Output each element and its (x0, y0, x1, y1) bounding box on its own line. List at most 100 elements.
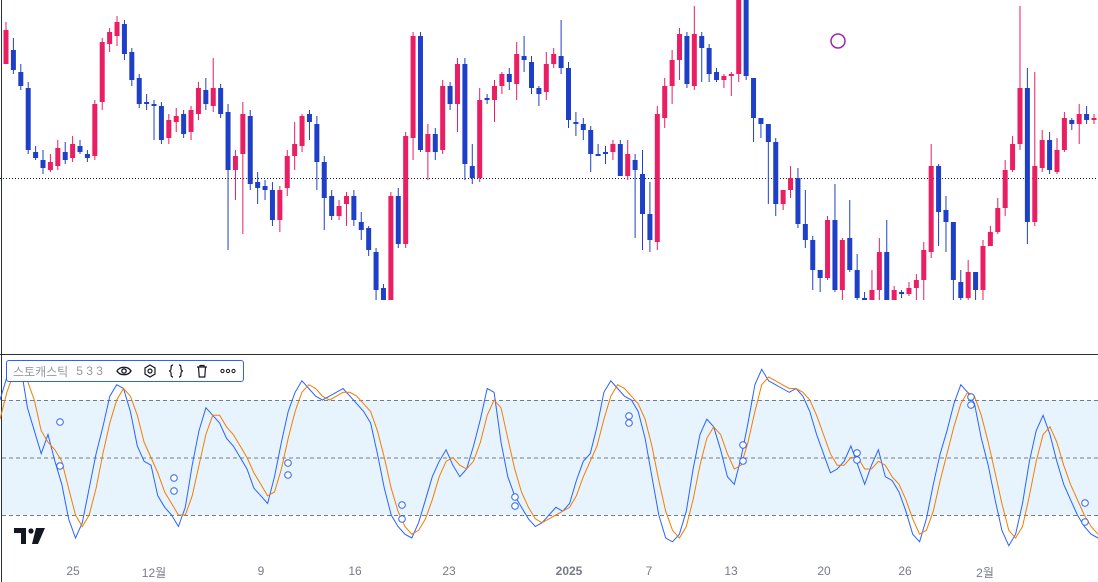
candle-body (70, 144, 76, 158)
candle-body (92, 104, 98, 156)
candle-body (1039, 140, 1045, 168)
candle-body (610, 144, 616, 152)
candle-body (462, 64, 468, 164)
settings-icon[interactable] (141, 362, 159, 380)
candle-body (499, 74, 505, 86)
candle-body (973, 272, 979, 290)
candle-body (1084, 114, 1090, 120)
candle-body (136, 78, 142, 104)
candle-body (484, 98, 490, 100)
candle-body (817, 270, 823, 278)
candle-body (225, 112, 231, 170)
candle-body (743, 0, 749, 76)
candle-body (603, 152, 609, 154)
indicator-name: 스토캐스틱 (13, 364, 69, 379)
candle-body (647, 214, 653, 240)
candle-body (218, 88, 224, 114)
candle-body (47, 162, 53, 170)
candle-body (306, 114, 312, 122)
cross-marker (625, 419, 633, 427)
candle-body (706, 48, 712, 74)
candle-body (521, 56, 527, 60)
candle-body (691, 34, 697, 86)
indicator-legend[interactable]: 스토캐스틱 5 3 3 (6, 360, 244, 382)
candle-body (684, 36, 690, 84)
candle-body (847, 238, 853, 270)
candle-body (936, 166, 942, 212)
candle-body (1024, 88, 1030, 222)
candle-body (558, 56, 564, 68)
time-axis-label: 20 (817, 564, 831, 578)
time-axis-label: 16 (348, 564, 362, 578)
candle-body (699, 36, 705, 48)
candle-body (773, 142, 779, 204)
candle-body (469, 166, 475, 178)
candle-body (1069, 120, 1075, 124)
stochastic-pane[interactable] (0, 360, 1098, 547)
candle-body (84, 154, 90, 158)
candle-body (343, 196, 349, 204)
candle-body (714, 72, 720, 80)
candle-body (728, 74, 734, 76)
candle-body (3, 30, 9, 64)
candle-body (25, 88, 31, 150)
candle-body (536, 88, 542, 94)
candle-body (1091, 118, 1097, 120)
candle-body (595, 154, 601, 156)
candle-body (181, 114, 187, 134)
candle-body (62, 152, 68, 160)
candle-body (292, 144, 298, 156)
candle-body (262, 186, 268, 190)
candle-body (899, 292, 905, 294)
candle-body (573, 122, 579, 124)
candle-body (669, 60, 675, 86)
candle-body (314, 124, 320, 162)
candle-body (640, 174, 646, 214)
cross-marker (1081, 499, 1089, 507)
candle-body (269, 190, 275, 220)
cross-marker (398, 501, 406, 509)
candle-body (114, 22, 120, 36)
candle-body (1010, 144, 1016, 170)
candle-body (1054, 150, 1060, 172)
time-axis-label: 23 (442, 564, 456, 578)
tradingview-logo-icon[interactable] (14, 528, 46, 549)
cross-marker (284, 459, 292, 467)
candle-body (188, 110, 194, 132)
candle-body (617, 144, 623, 176)
candle-body (958, 282, 964, 298)
candle-body (802, 224, 808, 240)
time-axis-label: 2월 (976, 566, 994, 580)
candle-body (417, 36, 423, 150)
candle-body (173, 116, 179, 122)
candle-body (425, 134, 431, 152)
eye-icon[interactable] (115, 362, 133, 380)
candle-body (765, 124, 771, 142)
cross-marker (853, 456, 861, 464)
source-code-icon[interactable] (167, 362, 185, 380)
candle-body (810, 240, 816, 270)
candle-body (158, 106, 164, 140)
candle-body (987, 232, 993, 246)
candle-body (203, 90, 209, 104)
more-icon[interactable] (219, 362, 237, 380)
trash-icon[interactable] (193, 362, 211, 380)
candle-body (876, 252, 882, 290)
candle-body (1061, 118, 1067, 150)
candle-body (869, 290, 875, 300)
cross-marker (625, 412, 633, 420)
candle-body (839, 240, 845, 290)
candle-body (232, 156, 238, 170)
candle-body (432, 134, 438, 152)
candle-body (921, 250, 927, 280)
candle-body (551, 54, 557, 64)
candle-body (825, 220, 831, 278)
candle-body (121, 24, 127, 54)
candle-body (107, 32, 113, 44)
candle-body (454, 64, 460, 104)
candle-body (447, 86, 453, 104)
candle-body (758, 118, 764, 124)
price-pane[interactable] (0, 0, 1098, 300)
candle-body (943, 210, 949, 222)
